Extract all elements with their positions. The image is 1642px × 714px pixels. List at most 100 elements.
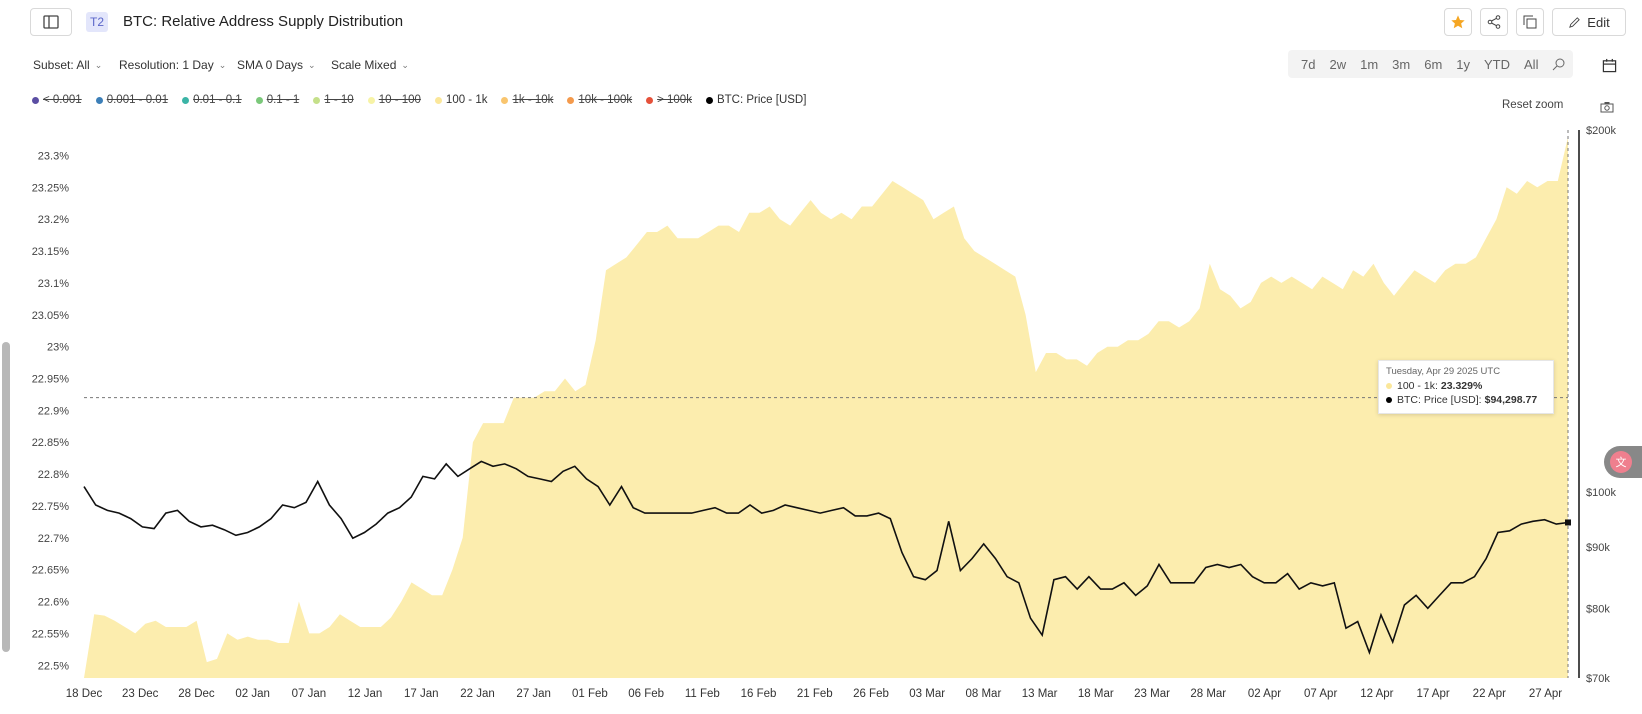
x-tick-label: 17 Apr (1416, 688, 1449, 700)
y-right-tick-label: $100k (1586, 487, 1616, 499)
scale-dropdown[interactable]: Scale Mixed ⌄ (331, 58, 409, 72)
y-left-tick-label: 23.2% (38, 214, 69, 226)
chart-tooltip: Tuesday, Apr 29 2025 UTC 100 - 1k: 23.329… (1378, 360, 1554, 414)
legend-label: 1 - 10 (324, 94, 354, 106)
top-bar: T2 BTC: Relative Address Supply Distribu… (0, 0, 1642, 44)
subset-value: Subset: All (33, 58, 90, 72)
legend-dot (501, 96, 509, 104)
x-tick-label: 16 Feb (741, 688, 777, 700)
favorite-button[interactable] (1444, 8, 1472, 36)
zoom-select-icon[interactable] (1551, 56, 1567, 72)
y-right-tick-label: $200k (1586, 125, 1616, 137)
chevron-down-icon: ⌄ (401, 59, 409, 70)
legend-label: 0.01 - 0.1 (193, 94, 242, 106)
x-tick-label: 23 Dec (122, 688, 159, 700)
scale-value: Scale Mixed (331, 58, 397, 72)
y-left-tick-label: 23.05% (32, 310, 70, 322)
y-left-tick-label: 22.9% (38, 405, 69, 417)
legend-label: 0.1 - 1 (266, 94, 300, 106)
translate-fab[interactable]: 文 (1604, 446, 1642, 478)
reset-zoom-button[interactable]: Reset zoom (1502, 99, 1564, 111)
legend-item[interactable]: > 100k (646, 94, 692, 106)
legend-item[interactable]: 1 - 10 (313, 94, 354, 106)
legend-label: 10 - 100 (378, 94, 421, 106)
share-icon (1487, 15, 1501, 29)
y-left-tick-label: 22.7% (38, 533, 69, 545)
legend-item[interactable]: 100 - 1k (434, 94, 488, 106)
share-button[interactable] (1480, 8, 1508, 36)
tooltip-date: Tuesday, Apr 29 2025 UTC (1386, 366, 1501, 377)
camera-icon (1600, 102, 1614, 113)
resolution-dropdown[interactable]: Resolution: 1 Day ⌄ (119, 58, 226, 72)
legend-dot (182, 96, 190, 104)
legend-item[interactable]: 0.01 - 0.1 (182, 94, 242, 106)
calendar-icon (1602, 58, 1616, 72)
y-left-tick-label: 23.25% (32, 182, 70, 194)
legend-item[interactable]: 1k - 10k (501, 94, 553, 106)
range-7d[interactable]: 7d (1301, 56, 1316, 72)
legend-item[interactable]: BTC: Price [USD] (705, 94, 807, 106)
range-all[interactable]: All (1524, 56, 1539, 72)
x-tick-label: 07 Jan (292, 688, 327, 700)
y-right-tick-label: $70k (1586, 673, 1610, 685)
legend-item[interactable]: 0.001 - 0.01 (95, 94, 168, 106)
legend-label: 10k - 100k (578, 94, 633, 106)
sma-dropdown[interactable]: SMA 0 Days ⌄ (237, 58, 316, 72)
x-tick-label: 18 Dec (66, 688, 103, 700)
range-1y[interactable]: 1y (1456, 56, 1471, 72)
chart-legend: < 0.001 0.001 - 0.01 0.01 - 0.1 0.1 - 1 1 - … (32, 94, 820, 106)
tooltip-series2-value: $94,298.77 (1484, 394, 1538, 406)
y-left-tick-label: 22.75% (32, 501, 70, 513)
y-right-tick-label: $80k (1586, 603, 1610, 615)
legend-item[interactable]: < 0.001 (32, 94, 82, 106)
y-left-tick-label: 22.85% (32, 437, 70, 449)
legend-item[interactable]: 0.1 - 1 (255, 94, 300, 106)
x-tick-label: 07 Apr (1304, 688, 1337, 700)
y-left-tick-label: 22.95% (32, 374, 70, 386)
x-tick-label: 28 Dec (178, 688, 215, 700)
legend-label: 100 - 1k (445, 94, 488, 106)
range-1m[interactable]: 1m (1360, 56, 1379, 72)
y-left-tick-label: 22.55% (32, 628, 70, 640)
legend-dot (705, 96, 713, 104)
legend-dot (255, 96, 263, 104)
copy-icon (1523, 15, 1537, 29)
legend-label: BTC: Price [USD] (716, 94, 807, 106)
x-tick-label: 11 Feb (685, 688, 720, 700)
screenshot-button[interactable] (1596, 98, 1618, 116)
tooltip-series2-label: BTC: Price [USD]: (1397, 394, 1482, 406)
pencil-icon (1569, 16, 1581, 28)
y-left-tick-label: 23.1% (38, 278, 69, 290)
resolution-value: Resolution: 1 Day (119, 58, 214, 72)
subset-dropdown[interactable]: Subset: All ⌄ (33, 58, 102, 72)
sidebar-toggle-button[interactable] (30, 8, 72, 36)
scrollbar[interactable] (2, 342, 10, 652)
range-3m[interactable]: 3m (1392, 56, 1411, 72)
chevron-down-icon: ⌄ (218, 59, 227, 70)
range-6m[interactable]: 6m (1424, 56, 1443, 72)
x-tick-label: 01 Feb (572, 688, 608, 700)
legend-item[interactable]: 10 - 100 (367, 94, 421, 106)
legend-item[interactable]: 10k - 100k (567, 94, 632, 106)
chevron-down-icon: ⌄ (94, 59, 103, 70)
edit-button[interactable]: Edit (1552, 8, 1626, 36)
x-tick-label: 22 Apr (1473, 688, 1506, 700)
y-left-tick-label: 22.8% (38, 469, 69, 481)
range-2w[interactable]: 2w (1329, 56, 1347, 72)
tooltip-series1-value: 23.329% (1440, 380, 1483, 392)
date-picker-button[interactable] (1594, 50, 1624, 80)
star-icon (1451, 15, 1465, 29)
tooltip-series1-label: 100 - 1k: (1397, 380, 1438, 392)
y-left-tick-label: 22.65% (32, 565, 70, 577)
area-series-100-1k (84, 137, 1568, 678)
x-tick-label: 27 Apr (1529, 688, 1562, 700)
legend-label: > 100k (657, 94, 692, 106)
x-tick-label: 27 Jan (516, 688, 551, 700)
range-ytd[interactable]: YTD (1484, 56, 1511, 72)
x-tick-label: 26 Feb (853, 688, 889, 700)
x-tick-label: 28 Mar (1190, 688, 1226, 700)
legend-dot (567, 96, 575, 104)
legend-dot (434, 96, 442, 104)
duplicate-button[interactable] (1516, 8, 1544, 36)
x-tick-label: 02 Jan (235, 688, 270, 700)
